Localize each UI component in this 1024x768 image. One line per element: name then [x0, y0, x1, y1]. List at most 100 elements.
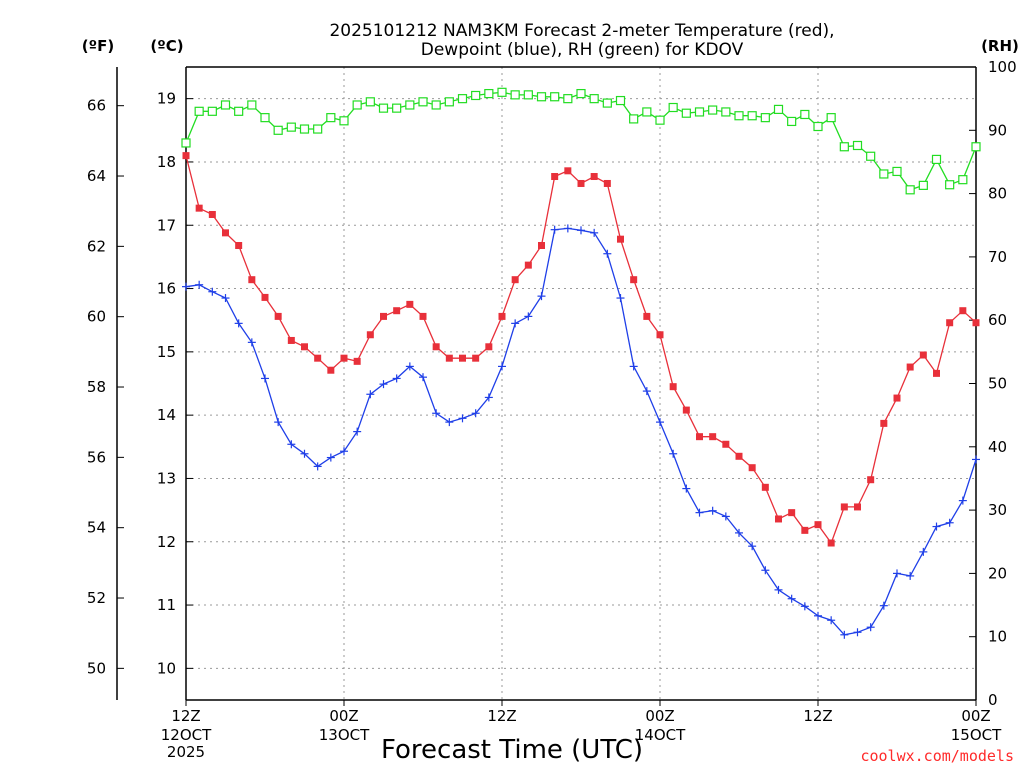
celsius-tick-label: 14	[157, 406, 176, 424]
rh-point	[471, 90, 481, 101]
dewpoint-point	[656, 418, 664, 427]
x-axis-title: Forecast Time (UTC)	[381, 735, 643, 765]
rh-point	[694, 107, 705, 117]
rh-point	[734, 111, 744, 121]
rh-point	[866, 151, 876, 161]
fahrenheit-tick-label: 54	[87, 519, 106, 537]
rh-point	[813, 121, 823, 132]
rh-tick-label: 100	[988, 58, 1017, 76]
dewpoint-point	[748, 542, 757, 551]
temperature-point	[656, 331, 664, 339]
rh-point	[905, 185, 915, 195]
dewpoint-point	[261, 374, 269, 383]
temperature-point	[643, 312, 651, 320]
celsius-unit-label: (ºC)	[150, 37, 183, 55]
dewpoint-point	[616, 294, 625, 303]
x-tick-label: 00Z	[961, 707, 990, 725]
x-tick-label: 12Z	[171, 707, 200, 725]
rh-point	[550, 92, 560, 102]
temperature-point	[840, 503, 848, 511]
dewpoint-point	[221, 294, 230, 303]
rh-point	[234, 106, 244, 116]
celsius-tick-label: 13	[157, 469, 176, 487]
temperature-point	[630, 276, 638, 284]
temperature-point	[590, 173, 598, 181]
x-tick-year-label: 2025	[167, 743, 205, 761]
temperature-point	[353, 357, 361, 365]
temperature-point	[696, 433, 703, 441]
rh-point	[207, 106, 217, 116]
site-credit: coolwx.com/models	[860, 747, 1014, 765]
dewpoint-point	[326, 453, 335, 462]
temperature-point	[498, 312, 506, 320]
rh-point	[247, 100, 257, 110]
temperature-point	[538, 242, 545, 250]
rh-point	[892, 166, 902, 177]
temperature-point	[380, 312, 387, 320]
dewpoint-point	[866, 623, 875, 632]
dewpoint-point	[590, 228, 599, 237]
rh-tick-label: 50	[988, 375, 1007, 393]
temperature-point	[301, 343, 308, 351]
dewpoint-point	[721, 512, 730, 521]
temperature-point	[524, 261, 532, 269]
rh-tick-label: 80	[988, 185, 1007, 203]
rh-tick-label: 70	[988, 248, 1007, 266]
rh-point	[392, 103, 402, 113]
temperature-point	[551, 173, 559, 181]
fahrenheit-tick-label: 60	[87, 308, 106, 326]
rh-point	[945, 180, 955, 190]
temperature-point	[814, 521, 822, 529]
dewpoint-point	[471, 409, 480, 418]
rh-point	[365, 97, 375, 107]
rh-point	[760, 113, 770, 123]
dewpoint-point	[366, 390, 375, 399]
rh-point	[418, 97, 428, 107]
rh-tick-label: 90	[988, 121, 1007, 139]
temperature-point	[735, 452, 743, 460]
temperature-point	[511, 276, 519, 284]
celsius-tick-label: 10	[157, 659, 176, 677]
rh-point	[405, 100, 415, 110]
chart-title-line2: Dewpoint (blue), RH (green) for KDOV	[421, 40, 744, 60]
celsius-tick-label: 16	[157, 280, 176, 298]
temperature-point	[775, 515, 782, 523]
dewpoint-point	[458, 414, 467, 423]
rh-point	[787, 116, 797, 127]
temperature-point	[472, 354, 480, 362]
temperature-point	[669, 383, 677, 391]
dewpoint-point	[563, 224, 572, 233]
rh-point	[826, 113, 836, 123]
temperature-point	[406, 300, 414, 308]
fahrenheit-tick-label: 58	[87, 378, 106, 396]
dewpoint-point	[800, 602, 809, 611]
rh-point	[220, 100, 231, 110]
rh-unit-label: (RH)	[981, 37, 1019, 55]
temperature-point	[709, 433, 717, 441]
temperature-point	[432, 343, 440, 351]
temperature-point	[748, 464, 756, 472]
rh-point	[971, 142, 981, 152]
temperature-point	[854, 503, 861, 511]
temperature-point	[722, 440, 730, 448]
rh-point	[326, 113, 336, 123]
rh-point	[510, 90, 520, 100]
temperature-point	[314, 354, 322, 362]
temperature-point	[959, 307, 967, 315]
dewpoint-point	[484, 393, 493, 402]
rh-point	[576, 88, 586, 99]
rh-point	[629, 114, 639, 124]
rh-point	[313, 124, 323, 134]
rh-point	[721, 107, 731, 117]
temperature-point	[933, 369, 940, 377]
dewpoint-point	[419, 373, 427, 382]
dewpoint-point	[774, 585, 783, 594]
dewpoint-point	[669, 449, 678, 458]
rh-point	[457, 94, 468, 104]
rh-point	[339, 116, 349, 126]
dewpoint-point	[787, 594, 796, 603]
temperature-point	[366, 331, 374, 339]
temperature-point	[208, 210, 216, 218]
rh-point	[299, 124, 310, 134]
